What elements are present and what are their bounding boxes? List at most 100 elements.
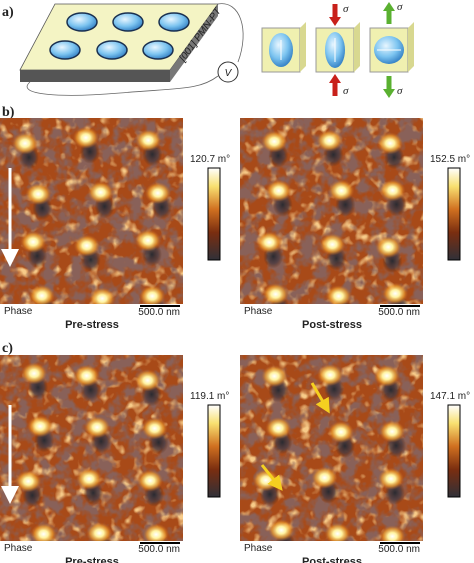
- marker-arrow: [260, 464, 283, 491]
- bright-spot: [265, 417, 292, 440]
- afm-image-group: 147.1 m° Phase 500.0 nm Post-stress: [240, 355, 470, 563]
- bright-spot: [141, 417, 168, 440]
- afm-image: [240, 118, 423, 304]
- nanodot: [66, 12, 98, 32]
- stress-symbol: σ: [397, 1, 403, 13]
- wire: [217, 3, 244, 63]
- stress-symbol: σ: [397, 85, 403, 97]
- afm-image: [0, 118, 183, 304]
- color-bar: [207, 167, 221, 261]
- bright-spot: [25, 183, 52, 206]
- caption: Pre-stress: [65, 556, 119, 563]
- panel-label: b): [2, 105, 15, 120]
- color-bar-max: 147.1 m°: [430, 391, 470, 402]
- bright-spot: [27, 415, 54, 438]
- bright-spot: [12, 132, 39, 155]
- bright-spot: [28, 284, 55, 304]
- wire: [26, 75, 219, 96]
- voltage-label: V: [225, 68, 233, 79]
- nanodot: [158, 12, 190, 32]
- channel-label: Phase: [4, 543, 33, 554]
- bright-spot: [134, 369, 161, 392]
- bright-spot: [72, 126, 99, 149]
- panel-a: a) [001] PMN-PT V: [2, 1, 414, 98]
- cell-side: [408, 22, 414, 72]
- nanodots: [49, 12, 190, 60]
- bright-spot: [143, 523, 170, 541]
- marker-arrow: [310, 382, 330, 414]
- bright-spot: [268, 519, 295, 541]
- bright-spot: [144, 182, 171, 205]
- substrate-side: [170, 4, 218, 82]
- bright-spot: [73, 234, 100, 257]
- bright-spot: [20, 230, 47, 253]
- bright-spot: [73, 364, 100, 387]
- scale-bar-label: 500.0 nm: [378, 544, 420, 555]
- bright-spot: [135, 129, 162, 152]
- bright-spot: [139, 285, 166, 304]
- bright-spot: [328, 179, 355, 202]
- afm-image-group: 152.5 m° Phase 500.0 nm Post-stress: [240, 118, 470, 331]
- color-bar: [447, 404, 461, 498]
- cell-side: [300, 22, 306, 72]
- scale-bar-label: 500.0 nm: [138, 544, 180, 555]
- caption: Post-stress: [302, 319, 362, 331]
- stress-arrow: [329, 17, 341, 26]
- bright-spot: [21, 362, 48, 385]
- bright-spot: [134, 229, 161, 252]
- color-bar-max: 120.7 m°: [190, 154, 230, 165]
- nanodot: [49, 40, 81, 60]
- bright-spot: [261, 130, 288, 153]
- bright-spot: [379, 420, 406, 443]
- panel-label: a): [2, 5, 14, 20]
- color-bar-max: 152.5 m°: [430, 154, 470, 165]
- stress-symbol: σ: [343, 3, 349, 15]
- panel-label: c): [2, 341, 13, 356]
- bright-spot: [316, 129, 343, 152]
- scale-bar-label: 500.0 nm: [138, 307, 180, 318]
- bright-spot: [377, 132, 404, 155]
- cell-side: [354, 22, 360, 72]
- nanodot: [112, 12, 144, 32]
- bright-spot: [327, 421, 354, 444]
- stress-arrow: [329, 74, 341, 83]
- bright-spot: [382, 282, 409, 304]
- bright-spot: [379, 525, 406, 541]
- bright-spot: [317, 364, 344, 387]
- bright-spot: [377, 467, 404, 490]
- substrate-front: [20, 70, 170, 82]
- unit-cells: [261, 2, 414, 98]
- nanodot: [96, 40, 128, 60]
- stress-arrow: [383, 2, 395, 11]
- channel-label: Phase: [244, 543, 273, 554]
- afm-image: [240, 355, 423, 541]
- bright-spot: [86, 522, 113, 541]
- color-bar: [207, 404, 221, 498]
- afm-image-group: 119.1 m° Phase 500.0 nm Pre-stress: [0, 355, 229, 563]
- stress-symbol: σ: [343, 85, 349, 97]
- bright-spot: [262, 283, 289, 304]
- caption: Pre-stress: [65, 319, 119, 331]
- bright-spot: [375, 236, 402, 259]
- scale-bar-label: 500.0 nm: [378, 307, 420, 318]
- bright-spot: [261, 365, 288, 388]
- bright-spot: [325, 285, 352, 304]
- channel-label: Phase: [4, 306, 33, 317]
- afm-image: [0, 355, 183, 541]
- bright-spot: [89, 287, 116, 304]
- bright-spot: [373, 364, 400, 387]
- voltage-source: [217, 61, 239, 83]
- bright-spot: [256, 231, 283, 254]
- bright-spot: [137, 469, 164, 492]
- bright-spot: [15, 470, 42, 493]
- bright-spot: [76, 467, 103, 490]
- bright-spot: [87, 181, 114, 204]
- bright-spot: [265, 179, 292, 202]
- color-bar-max: 119.1 m°: [190, 391, 229, 402]
- nanodot: [142, 40, 174, 60]
- bright-spot: [379, 179, 406, 202]
- afm-image-group: 120.7 m° Phase 500.0 nm Pre-stress: [0, 118, 230, 331]
- color-bar: [447, 167, 461, 261]
- bright-spot: [30, 523, 57, 541]
